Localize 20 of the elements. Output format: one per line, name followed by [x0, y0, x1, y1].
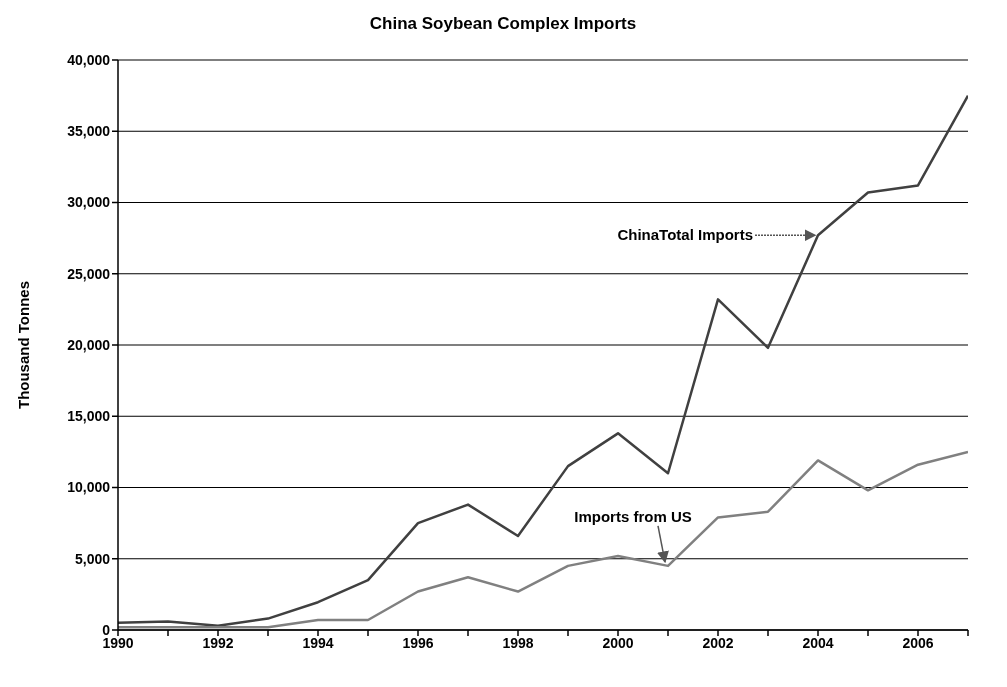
y-tick-label: 35,000	[67, 123, 111, 140]
x-tick-label: 2002	[702, 634, 734, 651]
x-tick-label: 1996	[402, 634, 434, 651]
y-axis-title: Thousand Tonnes	[15, 280, 33, 410]
x-tick-label: 1998	[502, 634, 534, 651]
y-tick-label: 25,000	[67, 265, 111, 282]
annotation: ChinaTotal Imports	[617, 226, 753, 244]
annotation: Imports from US	[574, 507, 692, 525]
y-tick-label: 20,000	[67, 336, 111, 353]
y-tick-label: 15,000	[67, 408, 111, 425]
x-tick-label: 2000	[602, 634, 634, 651]
x-tick-label: 1994	[302, 634, 334, 651]
y-tick-label: 5,000	[74, 550, 111, 567]
y-tick-label: 30,000	[67, 194, 111, 211]
x-tick-label: 1992	[202, 634, 234, 651]
x-tick-label: 2004	[802, 634, 834, 651]
chart-title: China Soybean Complex Imports	[368, 14, 638, 34]
x-tick-label: 2006	[902, 634, 934, 651]
y-tick-label: 40,000	[67, 51, 111, 68]
y-tick-label: 10,000	[67, 479, 111, 496]
